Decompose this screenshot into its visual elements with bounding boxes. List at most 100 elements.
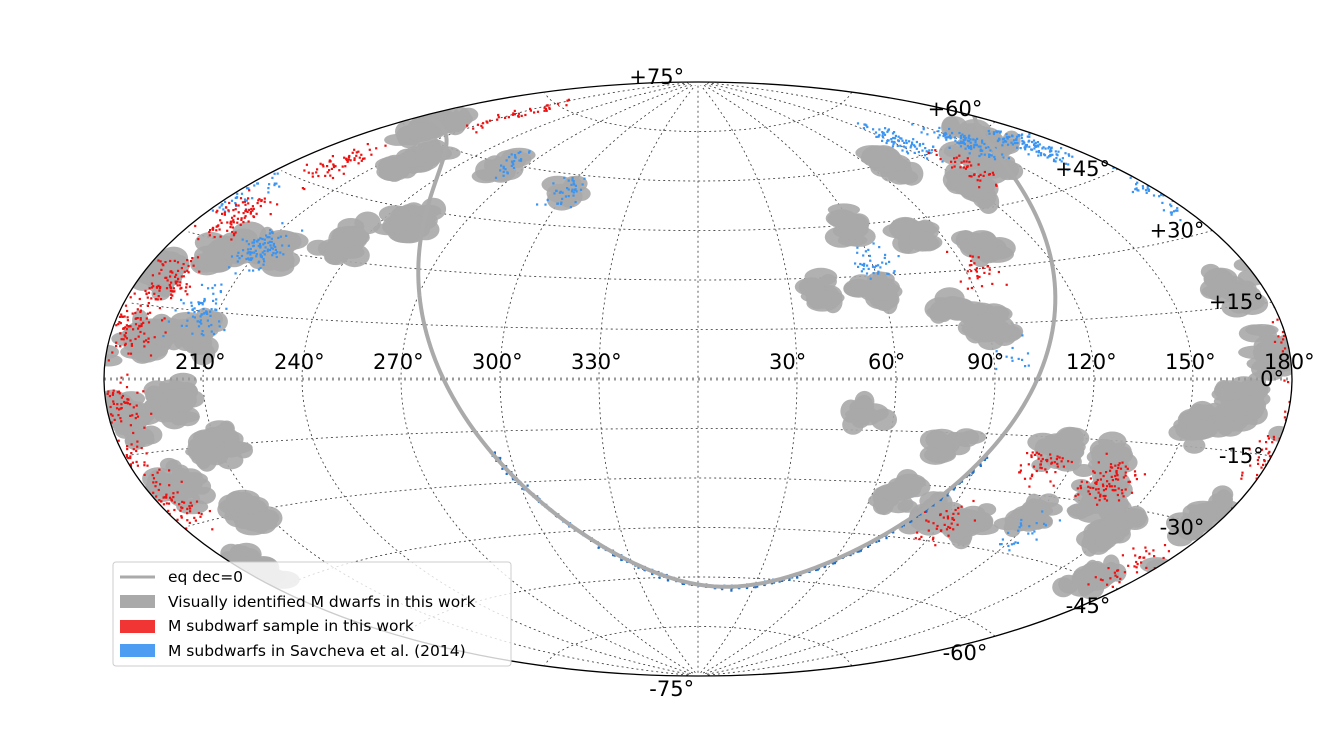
savcheva-point <box>1027 153 1030 156</box>
subdwarf-point <box>165 502 168 505</box>
savcheva-point <box>956 141 959 144</box>
savcheva-point <box>1011 359 1014 362</box>
subdwarf-point <box>1117 464 1120 467</box>
savcheva-point <box>1032 139 1036 142</box>
subdwarf-point <box>173 508 176 512</box>
subdwarf-point <box>135 404 138 407</box>
subdwarf-point <box>1097 488 1100 491</box>
savcheva-point <box>1030 148 1033 151</box>
savcheva-point <box>1014 541 1017 544</box>
savcheva-point <box>1146 187 1149 190</box>
m-dwarf-patch <box>1187 403 1210 424</box>
savcheva-point <box>881 261 884 264</box>
subdwarf-point <box>172 492 175 495</box>
subdwarf-point <box>250 207 253 211</box>
subdwarf-point <box>177 277 180 280</box>
subdwarf-point <box>241 201 244 204</box>
subdwarf-point <box>246 210 249 213</box>
subdwarf-point <box>357 162 360 165</box>
subdwarf-point <box>982 174 985 177</box>
subdwarf-point <box>251 205 254 208</box>
subdwarf-point <box>517 112 520 115</box>
savcheva-point <box>945 133 948 136</box>
savcheva-point <box>193 311 196 314</box>
subdwarf-point <box>1094 496 1097 500</box>
subdwarf-point <box>209 229 212 232</box>
savcheva-point <box>517 151 520 155</box>
subdwarf-point <box>173 259 176 262</box>
m-dwarf-patch <box>191 342 216 366</box>
subdwarf-point <box>1271 441 1274 444</box>
subdwarf-point <box>959 166 962 169</box>
savcheva-point <box>511 161 514 164</box>
subdwarf-point <box>189 260 193 263</box>
savcheva-point <box>1021 334 1024 337</box>
subdwarf-point <box>198 270 201 273</box>
subdwarf-point <box>117 414 120 417</box>
savcheva-point <box>263 260 266 263</box>
subdwarf-point <box>112 402 115 405</box>
m-dwarf-patches-series <box>104 106 1292 600</box>
savcheva-point <box>942 134 945 138</box>
subdwarf-point <box>1040 454 1043 457</box>
savcheva-point <box>271 254 274 257</box>
subdwarf-point <box>176 280 179 283</box>
subdwarf-point <box>112 389 115 392</box>
subdwarf-point <box>1018 471 1022 474</box>
savcheva-point <box>214 302 218 305</box>
subdwarf-point <box>966 157 969 160</box>
subdwarf-point <box>228 201 231 205</box>
legend-label-m-dwarfs: Visually identified M dwarfs in this wor… <box>168 593 476 611</box>
savcheva-point <box>574 188 577 191</box>
subdwarf-point <box>953 165 956 168</box>
subdwarf-point <box>1153 555 1156 558</box>
subdwarf-point <box>242 221 245 224</box>
subdwarf-point <box>517 115 520 118</box>
subdwarf-point <box>179 287 182 290</box>
subdwarf-point <box>249 212 252 215</box>
subdwarf-point <box>1113 485 1116 488</box>
subdwarf-point <box>1099 578 1102 581</box>
subdwarf-point <box>1152 549 1155 552</box>
subdwarf-point <box>1030 455 1033 459</box>
savcheva-point <box>857 265 860 268</box>
subdwarf-point <box>159 483 162 486</box>
subdwarf-point <box>155 495 158 498</box>
savcheva-point <box>979 148 982 151</box>
subdwarf-point <box>328 169 331 172</box>
savcheva-point <box>252 244 255 247</box>
subdwarf-point <box>155 285 159 288</box>
subdwarf-point <box>466 124 469 127</box>
subdwarf-point <box>151 274 154 277</box>
savcheva-point <box>865 124 868 127</box>
subdwarf-point <box>970 269 973 273</box>
savcheva-point <box>862 268 865 271</box>
subdwarf-point <box>960 505 963 508</box>
m-dwarf-patch <box>1186 500 1219 514</box>
subdwarf-point <box>1107 567 1110 570</box>
savcheva-point <box>237 251 240 254</box>
savcheva-point <box>974 141 977 144</box>
subdwarf-point <box>138 324 141 327</box>
subdwarf-point <box>962 166 965 169</box>
subdwarf-point <box>1098 499 1101 502</box>
savcheva-point <box>920 131 923 134</box>
savcheva-point <box>279 251 282 254</box>
subdwarf-point <box>988 272 991 275</box>
subdwarf-point <box>179 281 182 284</box>
subdwarf-point <box>178 284 181 287</box>
subdwarf-point <box>1046 460 1049 463</box>
subdwarf-point <box>239 197 243 200</box>
subdwarf-point <box>234 203 238 206</box>
savcheva-point <box>224 200 227 203</box>
subdwarf-point <box>543 109 546 112</box>
legend-label-eq: eq dec=0 <box>168 568 243 586</box>
m-dwarf-patch <box>416 204 442 218</box>
subdwarf-point <box>1116 493 1119 497</box>
ra-tick-label: 300° <box>472 350 523 374</box>
savcheva-point <box>859 262 862 266</box>
subdwarf-point <box>1067 460 1070 463</box>
subdwarf-point <box>520 114 523 117</box>
savcheva-point <box>222 208 225 211</box>
subdwarf-point <box>1109 463 1113 466</box>
